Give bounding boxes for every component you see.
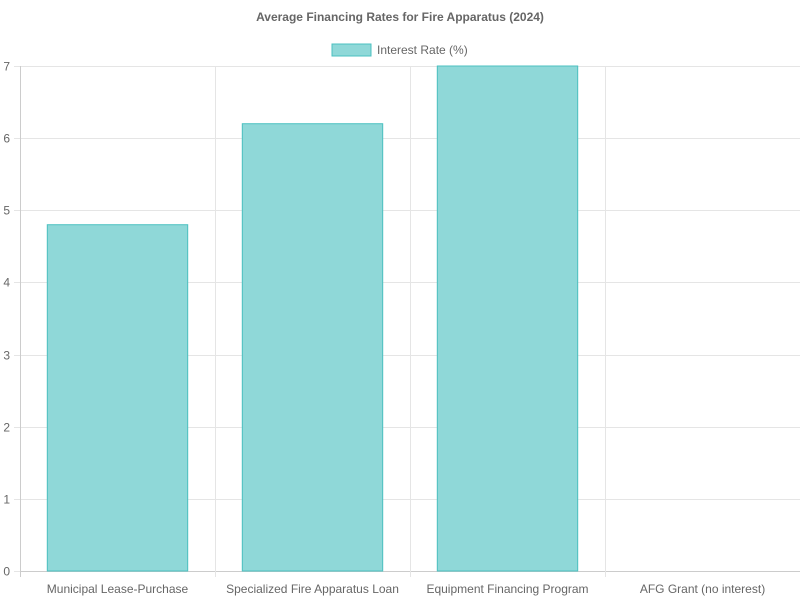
legend[interactable]: Interest Rate (%) (331, 43, 468, 57)
y-tick-label: 6 (3, 132, 10, 146)
legend-label: Interest Rate (%) (377, 43, 468, 57)
x-axis-ticks: Municipal Lease-Purchase Specialized Fire… (47, 582, 765, 596)
y-tick-label: 0 (3, 565, 10, 579)
y-tick-label: 1 (3, 493, 10, 507)
chart-title: Average Financing Rates for Fire Apparat… (256, 10, 544, 24)
y-tick-label: 2 (3, 421, 10, 435)
x-tick-label: Specialized Fire Apparatus Loan (226, 582, 399, 596)
y-axis-ticks: 0 1 2 3 4 5 6 7 (3, 60, 10, 579)
bars (46, 65, 579, 572)
bar[interactable] (436, 65, 579, 572)
y-tick-label: 7 (3, 60, 10, 74)
bar[interactable] (241, 123, 384, 572)
y-tick-label: 5 (3, 204, 10, 218)
x-tick-label: Municipal Lease-Purchase (47, 582, 189, 596)
legend-swatch (331, 43, 372, 57)
bar[interactable] (46, 224, 189, 572)
x-tick-label: Equipment Financing Program (426, 582, 588, 596)
y-tick-label: 3 (3, 349, 10, 363)
y-tick-label: 4 (3, 276, 10, 290)
x-tick-label: AFG Grant (no interest) (640, 582, 765, 596)
